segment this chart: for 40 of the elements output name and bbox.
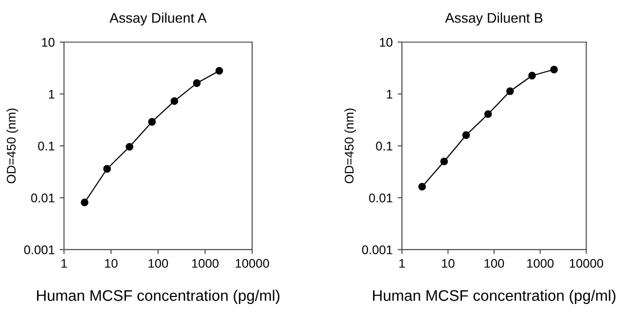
- point: [80, 198, 88, 206]
- x-tick-label: 1: [61, 259, 67, 268]
- chart-title: Assay Diluent A: [109, 12, 207, 26]
- point: [126, 142, 134, 151]
- chart-title: Assay Diluent B: [445, 12, 542, 26]
- x-tick-label: 10000: [236, 258, 270, 268]
- y-tick-label: 0.1: [38, 142, 54, 151]
- point: [418, 182, 426, 191]
- point: [440, 158, 448, 166]
- x-tick-label: 1: [399, 259, 405, 268]
- y-tick-label: 0.01: [31, 194, 54, 202]
- y-tick-label: 0.1: [376, 142, 392, 151]
- point: [215, 66, 224, 75]
- y-tick-label: 0.01: [369, 194, 392, 202]
- y-tick-label: 0.001: [24, 245, 54, 254]
- point: [462, 131, 470, 139]
- y-axis-title: OD=450 (nm): [344, 108, 356, 184]
- point: [103, 165, 111, 173]
- point: [528, 72, 536, 80]
- point: [148, 118, 156, 126]
- x-tick-label: 10: [442, 258, 454, 268]
- y-tick-label: 1: [48, 90, 54, 99]
- x-tick-label: 1000: [192, 258, 219, 268]
- x-tick-label: 100: [484, 258, 504, 268]
- point: [550, 66, 558, 74]
- x-axis-title: Human MCSF concentration (pg/ml): [37, 290, 280, 304]
- x-axis-title: Human MCSF concentration (pg/ml): [373, 290, 616, 304]
- y-tick-label: 0.001: [362, 245, 392, 254]
- y-tick-label: 10: [380, 38, 392, 47]
- y-tick-label: 1: [386, 90, 392, 99]
- x-tick-label: 100: [148, 258, 168, 268]
- point: [170, 97, 178, 105]
- x-tick-label: 10000: [570, 258, 604, 268]
- point: [506, 87, 514, 96]
- x-tick-label: 10: [105, 258, 118, 268]
- y-tick-label: 10: [42, 38, 54, 47]
- point: [193, 79, 201, 87]
- x-tick-label: 1000: [527, 258, 554, 268]
- point: [484, 110, 492, 118]
- y-axis-title: OD=450 (nm): [6, 108, 18, 184]
